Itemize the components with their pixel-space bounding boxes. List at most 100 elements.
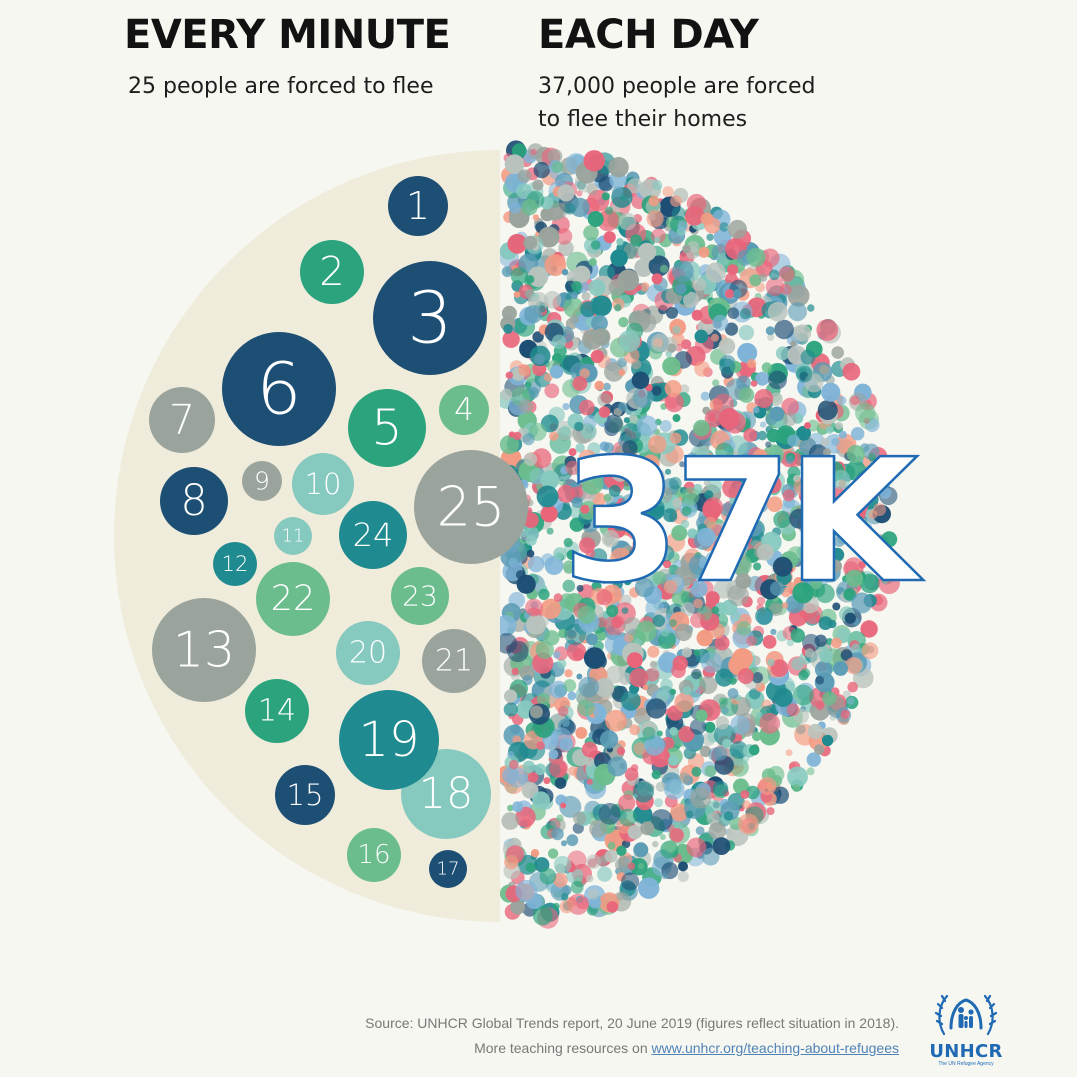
day-dot [678,861,688,872]
day-dot [521,199,538,216]
bubble-label: 24 [353,516,394,554]
day-dot [690,612,706,628]
day-dot [647,645,660,658]
day-dot [578,399,595,416]
day-dot [604,634,626,655]
day-dot [557,706,569,717]
day-dot [691,668,702,680]
day-dot [570,197,590,218]
day-dot [603,493,612,502]
day-dot [788,302,807,322]
day-dot [737,813,759,835]
day-dot [729,514,748,533]
day-dot [594,678,615,698]
bubble-8: 8 [160,467,228,535]
day-dot [778,266,795,283]
day-dot [563,202,576,215]
day-dot [814,509,824,519]
day-dot [756,596,766,606]
bubble-21: 21 [422,629,486,693]
day-dot [851,643,861,653]
day-dot [746,520,763,537]
day-dot [693,277,707,291]
day-dot [733,289,742,298]
day-dot [538,226,560,248]
day-dot [536,485,559,508]
day-dot [765,441,772,448]
day-dot [589,819,608,838]
bubble-label: 17 [437,859,460,880]
day-dot [846,502,866,523]
day-dot [511,667,519,676]
day-dot [746,635,757,647]
day-dot [603,442,614,454]
day-dot [759,468,769,478]
bubble-11: 11 [274,517,312,555]
day-dot [708,822,727,840]
day-dot [796,425,811,441]
day-dot [567,691,577,701]
day-dot [629,668,649,688]
day-dot [822,734,834,747]
day-dot [592,328,611,346]
day-dot [816,702,824,711]
day-dot [648,435,667,454]
day-dot [525,598,543,617]
day-dot [762,444,784,466]
day-dot [529,705,543,719]
day-dot [659,264,669,273]
bubble-circle [152,598,256,702]
bubble-circle [391,567,449,625]
day-dot [646,210,664,228]
day-dot [607,841,616,850]
day-dot [525,862,536,873]
day-dot [634,577,655,598]
day-dot [855,402,876,424]
day-dot [556,658,567,669]
source-note: Source: UNHCR Global Trends report, 20 J… [365,1015,899,1031]
day-dot [523,452,538,466]
day-dot [640,821,655,836]
day-dot [825,426,834,434]
day-dot [527,387,539,399]
day-dot [654,798,663,808]
day-dot [682,686,692,696]
day-dot [785,749,793,757]
day-dot [766,496,783,512]
day-dot [822,448,832,457]
day-dot [769,581,785,596]
day-dot [608,485,621,497]
day-dot [672,414,681,423]
day-dot [616,845,627,856]
day-dot [689,718,707,735]
day-dot [554,551,563,561]
day-dot [699,675,718,695]
day-dot [730,610,742,622]
bubble-circle [336,621,400,685]
bubble-14: 14 [245,679,309,743]
day-dot [723,811,734,821]
day-dot [824,550,833,560]
day-dot [555,228,573,245]
day-dot [549,680,568,699]
day-dot [559,899,574,914]
bubble-circle [256,562,330,636]
bubble-25: 25 [414,450,528,564]
day-dot [663,508,678,523]
day-dot [635,620,657,642]
each-day-subtext-line2: to flee their homes [538,107,748,132]
day-dot [659,834,666,840]
day-dot [807,723,824,740]
day-dot [621,872,640,891]
day-dot [551,827,564,841]
teaching-link[interactable]: www.unhcr.org/teaching-about-refugees [651,1040,899,1056]
day-dot [515,879,538,902]
day-dot [705,552,718,564]
day-dot [561,840,567,847]
day-dot [683,291,699,308]
day-dot [751,672,764,684]
day-dot [576,584,584,592]
day-dot [693,598,703,609]
day-dot [531,448,552,469]
day-dot [647,499,665,517]
